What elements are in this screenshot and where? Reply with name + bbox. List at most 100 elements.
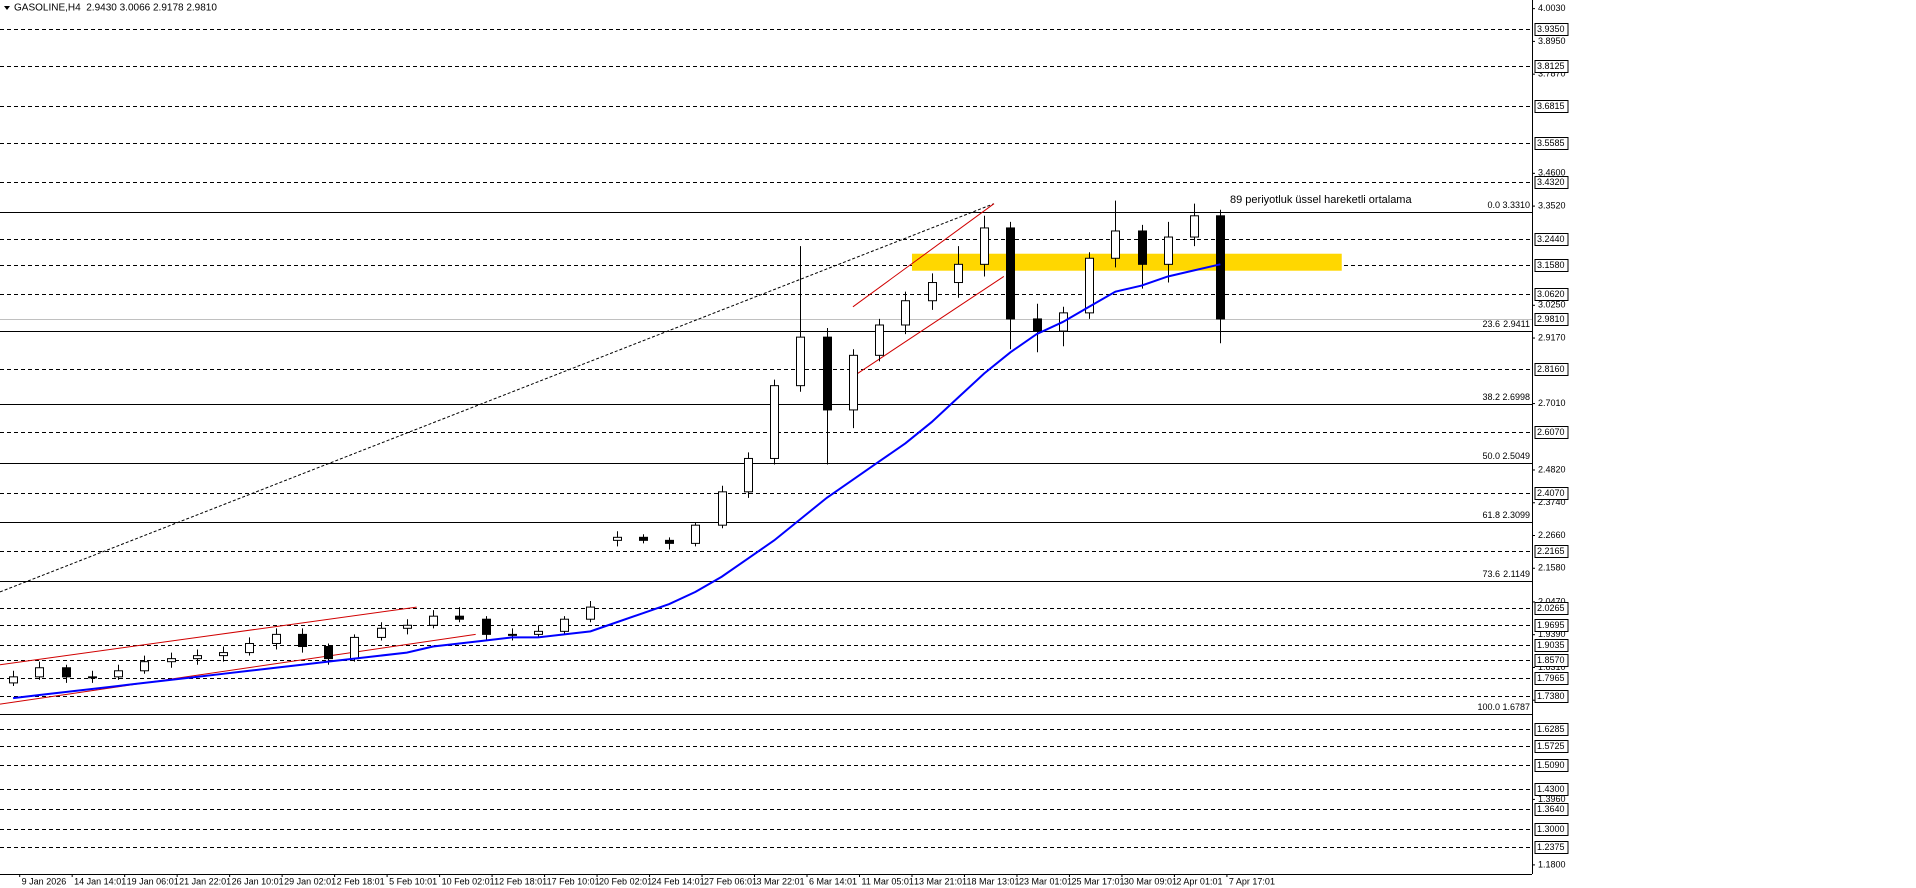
candle-body (665, 539, 674, 544)
level-line-label: 3.8125 (1537, 61, 1565, 71)
candle-body (193, 655, 202, 660)
x-tick-label: 2 Apr 01:01 (1176, 876, 1222, 886)
level-line-label: 1.6285 (1537, 724, 1565, 734)
trendline (0, 606, 417, 666)
price-line-box (1534, 313, 1569, 326)
level-line-label: 2.4070 (1537, 488, 1565, 498)
x-tick-label: 23 Mar 01:01 (1019, 876, 1072, 886)
chart-title: GASOLINE,H4 2.9430 3.0066 2.9178 2.9810 (14, 3, 217, 14)
candle-body (901, 300, 910, 326)
trendline (0, 633, 476, 705)
candle-body (429, 615, 438, 626)
trendline (852, 276, 1005, 377)
level-line-box (1534, 100, 1569, 113)
level-line-box (1534, 60, 1569, 73)
fib-level: 0.0 (1487, 200, 1500, 210)
candle-body (796, 336, 805, 387)
fib-value: 2.1149 (1503, 569, 1530, 579)
candle-body (9, 676, 18, 684)
candle-body (586, 606, 595, 620)
level-line-label: 1.3640 (1537, 804, 1565, 814)
x-tick-label: 3 Mar 22:01 (757, 876, 805, 886)
candle-body (744, 457, 753, 493)
level-line-label: 1.5725 (1537, 741, 1565, 751)
level-line-box (1534, 545, 1569, 558)
y-tick-label: 3.8950 (1538, 36, 1566, 46)
x-tick-label: 18 Mar 13:01 (966, 876, 1019, 886)
x-tick-label: 27 Feb 06:01 (704, 876, 757, 886)
fib-value: 2.9411 (1503, 319, 1530, 329)
zone (911, 253, 1342, 271)
level-line-box (1534, 288, 1569, 301)
candle-body (245, 642, 254, 654)
candle-body (1138, 230, 1147, 265)
candle-body (298, 633, 307, 648)
y-tick-label: 2.0470 (1538, 596, 1566, 606)
candle-body (219, 652, 228, 657)
candle-body (114, 670, 123, 678)
candle-body (928, 282, 937, 302)
x-tick-label: 11 Mar 05:01 (861, 876, 913, 886)
candle-body (272, 633, 281, 644)
candle-body (613, 536, 622, 541)
level-line-box (1534, 619, 1569, 632)
candle-body (140, 661, 149, 672)
level-line-label: 1.9035 (1537, 640, 1565, 650)
trendline (852, 203, 995, 308)
candle-body (1216, 215, 1225, 320)
level-line-label: 1.4300 (1537, 784, 1565, 794)
candle-body (88, 676, 97, 679)
candle-body (823, 336, 832, 411)
fib-value: 2.5049 (1502, 451, 1530, 461)
x-tick-label: 6 Mar 14:01 (809, 876, 857, 886)
level-line-label: 3.4320 (1537, 177, 1565, 187)
level-line-box (1534, 137, 1569, 150)
candle-body (508, 633, 517, 636)
level-line-box (1534, 823, 1569, 836)
candle-body (1006, 227, 1015, 320)
candle-body (954, 263, 963, 284)
level-line-box (1534, 602, 1569, 615)
level-line-label: 2.8160 (1537, 364, 1565, 374)
collapse-icon (4, 6, 10, 10)
level-line-label: 3.5585 (1537, 138, 1565, 148)
level-line-box (1534, 690, 1569, 703)
level-line-box (1534, 639, 1569, 652)
y-tick-label: 3.7870 (1538, 69, 1566, 79)
level-line-label: 1.3000 (1537, 824, 1565, 834)
level-line-box (1534, 803, 1569, 816)
level-line-box (1534, 759, 1569, 772)
price-line-label: 2.9810 (1537, 314, 1565, 324)
candle-body (718, 491, 727, 526)
trendline (0, 203, 995, 593)
candle-body (167, 658, 176, 663)
candle-body (1033, 318, 1042, 332)
candle-body (534, 630, 543, 635)
y-tick-label: 2.3740 (1538, 497, 1566, 507)
candle-body (1190, 215, 1199, 238)
fib-level: 61.8 (1482, 510, 1500, 520)
candle-body (455, 615, 464, 620)
x-tick-label: 7 Apr 17:01 (1229, 876, 1275, 886)
level-line-label: 2.6070 (1537, 427, 1565, 437)
y-tick-label: 1.9390 (1538, 629, 1566, 639)
x-tick-label: 5 Feb 10:01 (389, 876, 437, 886)
level-line-box (1534, 363, 1569, 376)
ema-line (13, 263, 1221, 700)
candle-body (849, 354, 858, 411)
fib-value: 2.6998 (1502, 392, 1530, 402)
candle-body (1111, 230, 1120, 259)
y-tick-label: 1.3960 (1538, 794, 1566, 804)
level-line-label: 3.6815 (1537, 101, 1565, 111)
x-tick-label: 17 Feb 10:01 (547, 876, 600, 886)
x-tick-label: 26 Jan 10:01 (232, 876, 284, 886)
candle-body (639, 536, 648, 541)
fib-level: 73.6 (1482, 569, 1500, 579)
candle-body (350, 636, 359, 660)
level-line-label: 1.5090 (1537, 760, 1565, 770)
level-line-label: 3.2440 (1537, 234, 1565, 244)
candle-body (62, 667, 71, 678)
level-line-label: 3.0620 (1537, 289, 1565, 299)
